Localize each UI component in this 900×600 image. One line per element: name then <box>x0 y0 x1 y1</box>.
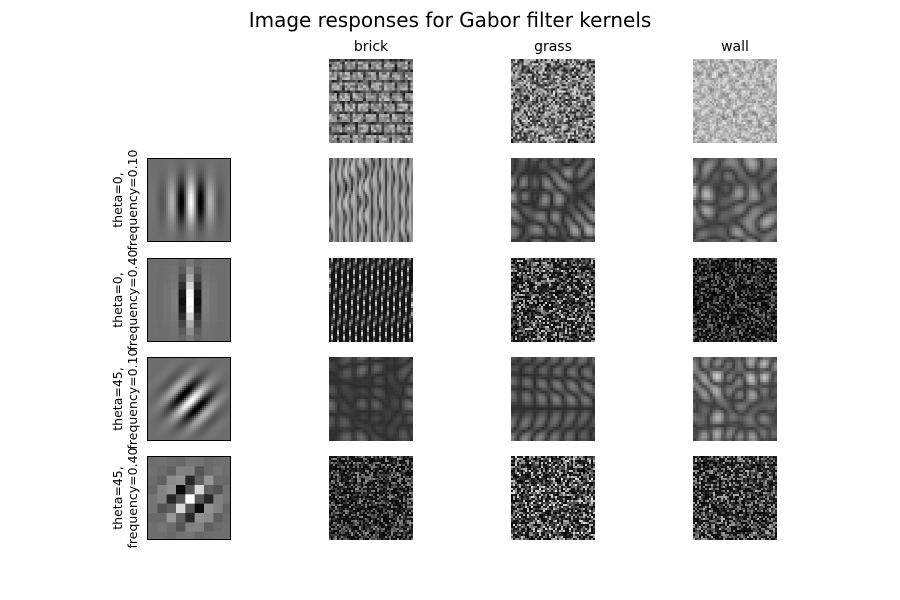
response-brick-2 <box>329 258 413 342</box>
row-label-2-theta: theta=0, <box>110 249 125 350</box>
response-grass-3 <box>511 357 595 441</box>
figure-title: Image responses for Gabor filter kernels <box>0 8 900 32</box>
response-brick-4 <box>329 456 413 540</box>
response-brick-1 <box>329 158 413 242</box>
row-label-4-frequency: frequency=0.40 <box>125 447 140 548</box>
gabor-kernel-icon <box>147 258 231 342</box>
gabor-kernel-icon <box>147 357 231 441</box>
gabor-kernel-icon <box>147 456 231 540</box>
response-brick-3 <box>329 357 413 441</box>
response-wall-1 <box>693 158 777 242</box>
response-grass-2 <box>511 258 595 342</box>
row-label-2-frequency: frequency=0.40 <box>125 249 140 350</box>
row-label-3-theta: theta=45, <box>110 348 125 449</box>
texture-grass <box>511 59 595 143</box>
texture-brick <box>329 59 413 143</box>
response-grass-1 <box>511 158 595 242</box>
response-wall-3 <box>693 357 777 441</box>
response-wall-4 <box>693 456 777 540</box>
row-label-1-frequency: frequency=0.10 <box>125 149 140 250</box>
row-label-1-theta: theta=0, <box>110 149 125 250</box>
response-grass-4 <box>511 456 595 540</box>
row-label-4-theta: theta=45, <box>110 447 125 548</box>
column-label-grass: grass <box>511 39 595 55</box>
column-label-wall: wall <box>693 39 777 55</box>
column-label-brick: brick <box>329 39 413 55</box>
gabor-kernel-icon <box>147 158 231 242</box>
texture-wall <box>693 59 777 143</box>
response-wall-2 <box>693 258 777 342</box>
row-label-3-frequency: frequency=0.10 <box>125 348 140 449</box>
